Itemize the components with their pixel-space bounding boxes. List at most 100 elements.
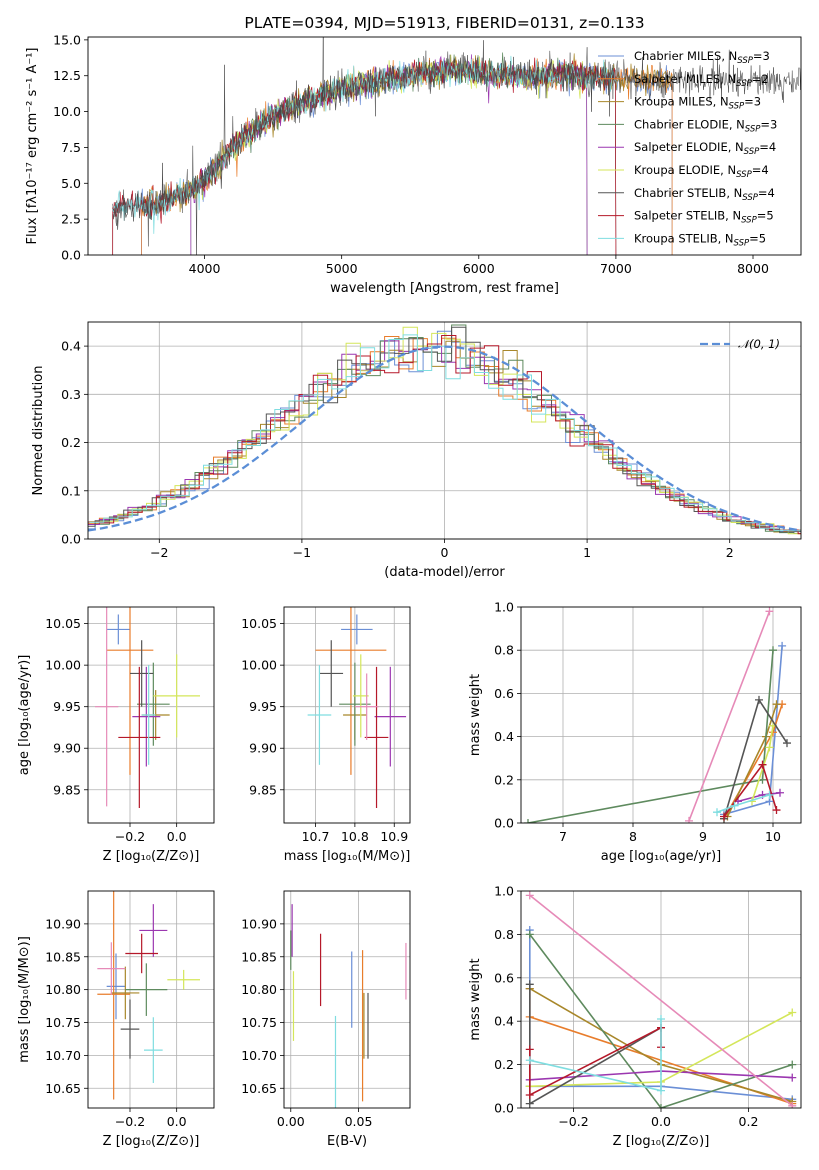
legend-label-rest: =2: [752, 72, 769, 86]
chart-title: PLATE=0394, MJD=51913, FIBERID=0131, z=0…: [244, 14, 644, 32]
weight-marker: [525, 1090, 534, 1099]
legend-label-rest: =3: [744, 95, 761, 109]
legend-label-rest: =5: [749, 231, 766, 245]
y-tick-label: 10.00: [45, 658, 81, 673]
x-tick-label: 2: [726, 545, 734, 560]
y-tick-label: 5.0: [61, 176, 81, 191]
weight-marker: [765, 743, 774, 752]
y-axis-label: mass weight: [468, 674, 483, 756]
y-tick-label: 0.8: [494, 643, 514, 658]
y-axis-label: mass weight: [468, 958, 483, 1040]
residual-histogram-step: [89, 326, 801, 535]
legend-label: Chabrier MILES, NSSP=3: [634, 49, 770, 66]
x-tick-label: 0.05: [345, 1114, 373, 1129]
y-tick-label: 0.0: [61, 248, 81, 263]
weight-marker: [769, 646, 777, 655]
weight-marker: [525, 1045, 534, 1054]
y-tick-label: 10.05: [45, 616, 81, 631]
y-tick-label: 9.90: [53, 741, 81, 756]
weight-marker: [525, 980, 534, 989]
weight-marker: [783, 739, 791, 748]
age-weight-plot-area: [524, 607, 791, 823]
y-tick-label: 0.4: [61, 339, 81, 354]
weight-marker: [524, 819, 532, 823]
residuals-axes: −2 −1 0 1 2 0.0 0.1 0.2 0.3 0.4 (data-model)/error…: [31, 321, 802, 580]
weight-marker: [776, 788, 784, 797]
spectrum-axes: 4000 5000 6000 7000 8000 0.0 2.5 5.0 7.5 10.0 12.5…: [25, 32, 802, 296]
weight-marker: [788, 1073, 797, 1082]
observed-spectrum-line: [112, 37, 801, 255]
y-tick-label: 10.00: [241, 658, 277, 673]
weight-marker: [788, 1101, 797, 1108]
legend-label-base: Kroupa MILES, N: [634, 95, 729, 109]
x-tick-label: 0.0: [651, 1114, 671, 1129]
y-tick-label: 0.2: [494, 772, 514, 787]
mass-age-plot-area: [307, 607, 407, 809]
y-axis-label: mass [log₁₀(M/M⊙)]: [17, 936, 32, 1063]
weight-marker: [788, 1008, 797, 1017]
weight-marker: [720, 812, 728, 821]
legend-label-sub: SSP: [741, 216, 757, 226]
ebv-mass-axes: 0.00 0.05 10.65 10.70 10.75 10.80 10.85 10.90 E(…: [241, 890, 411, 1149]
x-tick-label: −1: [293, 545, 311, 560]
y-tick-label: 0.0: [494, 1101, 514, 1116]
z-mass-axes: −0.2 0.0 10.65 10.70 10.75 10.80 10.85 10.90 Z […: [17, 890, 215, 1149]
legend-label: Kroupa STELIB, NSSP=5: [634, 231, 766, 248]
y-axis-label: age [log₁₀(age/yr)]: [17, 655, 32, 776]
y-tick-label: 10.65: [241, 1081, 277, 1096]
y-tick-label: 10.90: [45, 916, 81, 931]
ebv-mass-plot-area: [290, 904, 407, 1108]
legend-label-sub: SSP: [729, 102, 745, 112]
y-tick-label: 0.8: [494, 927, 514, 942]
weight-marker: [657, 1015, 665, 1024]
x-tick-label: 0.2: [739, 1114, 759, 1129]
axes-frame: [520, 890, 802, 1109]
legend-label-rest: =5: [757, 209, 774, 223]
weight-marker: [525, 930, 534, 939]
y-tick-label: 0.0: [494, 816, 514, 831]
y-tick-label: 10.80: [45, 982, 81, 997]
axes-frame: [87, 36, 802, 256]
z-age-axes: −0.2 0.0 9.85 9.90 9.95 10.00 10.05 Z [log₁₀(Z/…: [17, 606, 215, 864]
legend-label-rest: =4: [759, 140, 776, 154]
x-tick-label: −0.2: [115, 829, 145, 844]
x-tick-label: 0.0: [167, 1114, 187, 1129]
y-tick-label: 0.1: [61, 483, 81, 498]
weight-line: [529, 894, 793, 1107]
legend-label-gaussian: 𝒩(0, 1): [738, 337, 780, 351]
legend-label-base: Chabrier MILES, N: [634, 49, 737, 63]
y-tick-label: 0.2: [494, 1057, 514, 1072]
x-tick-label: 9: [699, 829, 707, 844]
weight-marker: [525, 1056, 534, 1065]
legend-label-sub: SSP: [736, 79, 752, 89]
y-tick-label: 0.6: [494, 686, 514, 701]
y-tick-label: 10.85: [45, 949, 81, 964]
weight-marker: [778, 641, 787, 650]
y-tick-label: 9.95: [249, 699, 277, 714]
residuals-plot-area: [88, 324, 801, 535]
x-tick-label: 5000: [326, 261, 358, 276]
gaussian-curve: [88, 345, 801, 532]
x-axis-label: (data-model)/error: [384, 565, 505, 580]
legend-label-sub: SSP: [742, 193, 758, 203]
x-tick-label: 0.00: [277, 1114, 305, 1129]
y-tick-label: 9.90: [249, 741, 277, 756]
legend-label-sub: SSP: [744, 147, 760, 157]
weight-marker: [525, 1099, 534, 1108]
legend-label-base: Kroupa ELODIE, N: [634, 163, 736, 177]
x-tick-label: 10: [765, 829, 781, 844]
x-tick-label: 7000: [600, 261, 632, 276]
y-tick-label: 0.0: [61, 532, 81, 547]
legend-label: Kroupa MILES, NSSP=3: [634, 95, 761, 112]
legend-label: Salpeter STELIB, NSSP=5: [634, 209, 774, 226]
residual-histogram-step: [88, 335, 801, 535]
x-axis-label: Z [log₁₀(Z/Z⊙)]: [103, 849, 200, 864]
y-tick-label: 1.0: [494, 884, 514, 899]
y-tick-label: 10.75: [45, 1015, 81, 1030]
x-axis-label: Z [log₁₀(Z/Z⊙)]: [103, 1134, 200, 1149]
y-tick-label: 10.90: [241, 916, 277, 931]
weight-marker: [772, 700, 781, 709]
y-tick-label: 10.65: [45, 1081, 81, 1096]
x-tick-label: −0.2: [115, 1114, 145, 1129]
